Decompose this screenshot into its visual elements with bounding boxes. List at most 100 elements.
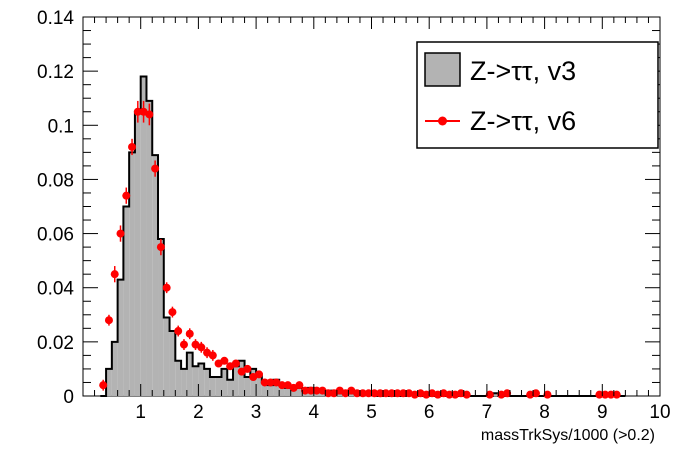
histogram-bar <box>117 279 124 396</box>
v6-point <box>312 386 321 395</box>
v6-point <box>393 389 402 398</box>
histogram-bar <box>158 238 164 396</box>
x-tick-label: 6 <box>424 402 435 423</box>
histogram-bar <box>244 377 251 396</box>
histogram-bar <box>175 360 182 396</box>
v6-point <box>485 390 494 399</box>
histogram-bar <box>140 76 147 397</box>
v6-point <box>231 359 240 368</box>
histogram-bar <box>238 360 245 396</box>
v6-point <box>168 308 177 317</box>
v6-point <box>353 389 362 398</box>
v6-point <box>208 351 217 360</box>
histogram-bar <box>106 368 112 396</box>
v6-point <box>381 389 390 398</box>
y-tick-label: 0.02 <box>37 333 74 354</box>
v6-point <box>254 370 263 379</box>
v6-point <box>260 378 269 387</box>
v6-point <box>151 164 160 173</box>
v6-point <box>462 390 471 399</box>
axes <box>82 16 661 397</box>
v6-point <box>110 270 119 279</box>
x-tick-label: 10 <box>649 402 670 423</box>
v6-point <box>503 389 512 398</box>
v6-point <box>116 229 125 238</box>
histogram-bar <box>348 393 355 396</box>
legend-v6-label: Z->ττ, v6 <box>470 106 576 136</box>
histogram-bar <box>221 368 228 396</box>
x-tick-label: 1 <box>135 402 146 423</box>
v6-point <box>185 329 194 338</box>
histogram-bar <box>290 387 297 396</box>
histogram-bar <box>186 352 193 396</box>
v6-point <box>445 390 454 399</box>
v6-point <box>531 389 540 398</box>
histogram-bar <box>192 366 199 396</box>
histogram-bar <box>163 317 170 396</box>
histogram-bar <box>152 155 159 396</box>
v6-point <box>364 389 373 398</box>
x-axis-title: massTrkSys/1000 (>0.2) <box>481 427 655 444</box>
x-tick-label: 7 <box>482 402 493 423</box>
x-tick-label: 8 <box>539 402 550 423</box>
v6-point <box>595 390 604 399</box>
v6-point <box>399 389 408 398</box>
histogram-bar <box>279 385 285 396</box>
histogram-bar <box>123 206 130 396</box>
histogram-bar <box>336 393 343 396</box>
v6-point <box>376 389 385 398</box>
x-tick-labels: 1 2 3 4 5 6 7 8 9 10 <box>135 402 670 423</box>
histogram-bar <box>134 111 141 396</box>
histogram-bar <box>181 368 187 396</box>
y-tick-label: 0.1 <box>48 116 74 137</box>
histogram-bar <box>227 379 234 396</box>
legend-v3-swatch <box>424 52 461 87</box>
y-tick-label: 0 <box>63 387 74 408</box>
v6-point <box>156 243 165 252</box>
v6-point <box>606 390 615 399</box>
legend-v3-label: Z->ττ, v3 <box>470 56 576 86</box>
x-tick-label: 9 <box>597 402 608 423</box>
legend: Z->ττ, v3 Z->ττ, v6 <box>416 41 659 149</box>
v6-point <box>197 343 206 352</box>
y-tick-label: 0.08 <box>37 170 74 191</box>
x-tick-label: 3 <box>251 402 262 423</box>
v6-point <box>220 356 229 365</box>
legend-v6-marker <box>438 116 447 126</box>
v6-points <box>99 100 621 399</box>
v6-point <box>612 390 621 399</box>
x-tick-label: 5 <box>366 402 377 423</box>
histogram-bar <box>250 368 257 396</box>
histogram-bar <box>146 100 153 397</box>
histogram-bar <box>267 385 274 396</box>
x-tick-label: 2 <box>193 402 204 423</box>
x-tick-label: 4 <box>309 402 320 423</box>
histogram-bar <box>169 331 176 396</box>
v6-point <box>133 107 142 116</box>
v6-point <box>99 381 108 390</box>
histogram-bar <box>209 377 216 396</box>
v6-point <box>387 389 396 398</box>
v6-point <box>324 389 333 398</box>
histogram-bar <box>204 368 210 396</box>
v6-point <box>174 327 183 336</box>
v6-point <box>301 386 310 395</box>
y-tick-label: 0.12 <box>37 62 74 83</box>
v6-point <box>104 316 113 325</box>
v6-point <box>266 378 275 387</box>
v6-point <box>162 283 171 292</box>
y-tick-label: 0.04 <box>37 279 74 300</box>
histogram-bar <box>215 377 222 396</box>
histogram-bar <box>129 152 135 396</box>
histogram-bar <box>111 341 118 396</box>
v6-point <box>179 340 188 349</box>
v6-point <box>145 110 154 119</box>
histogram-bar <box>198 363 205 396</box>
histogram-bar <box>256 374 262 396</box>
histogram-bar <box>296 387 303 396</box>
v6-point <box>295 381 304 390</box>
v6-point <box>128 142 137 151</box>
histogram-bar <box>273 379 280 396</box>
v6-point <box>358 389 367 398</box>
